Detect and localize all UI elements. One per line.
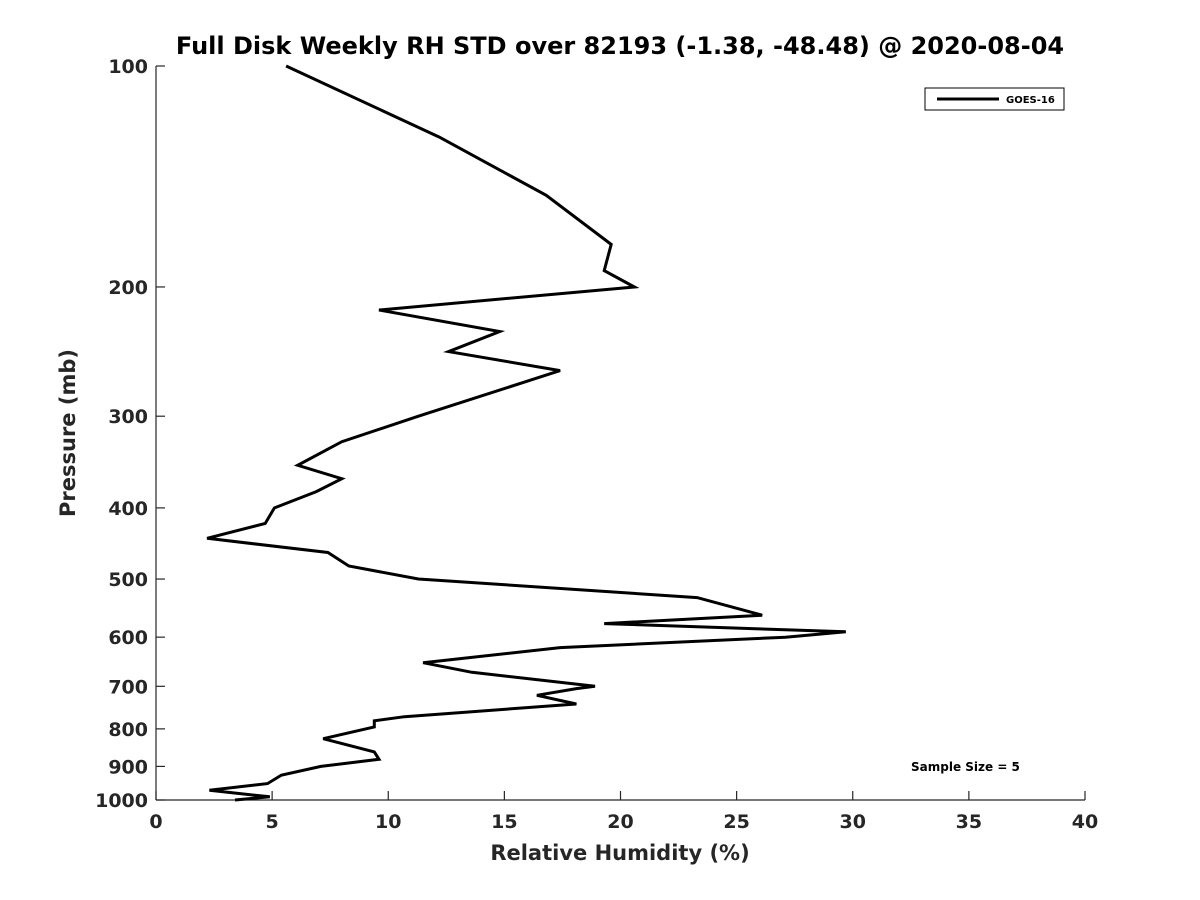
x-tick-label: 30 <box>840 811 866 833</box>
y-tick-label: 1000 <box>95 790 148 812</box>
chart-title: Full Disk Weekly RH STD over 82193 (-1.3… <box>176 32 1064 60</box>
legend: GOES-16 <box>924 87 1065 111</box>
x-tick-label: 20 <box>607 811 633 833</box>
y-tick-label: 500 <box>108 569 148 591</box>
y-tick-label: 900 <box>108 756 148 778</box>
x-tick-label: 35 <box>956 811 982 833</box>
y-tick-label: 700 <box>108 676 148 698</box>
y-axis-label: Pressure (mb) <box>56 349 80 517</box>
x-tick-label: 25 <box>723 811 749 833</box>
series-layer <box>206 64 846 802</box>
sample-size-annotation: Sample Size = 5 <box>911 760 1020 774</box>
axes <box>155 66 1085 801</box>
x-tick-label: 5 <box>266 811 279 833</box>
x-tick-label: 40 <box>1072 811 1098 833</box>
y-tick-label: 300 <box>108 406 148 428</box>
x-ticks: 0 5 10 15 20 25 30 35 40 <box>149 791 1098 833</box>
series-line-goes-16 <box>206 64 846 802</box>
y-tick-label: 800 <box>108 719 148 741</box>
y-ticks: 100 200 300 400 500 600 700 800 900 1000 <box>95 56 165 812</box>
y-tick-label: 400 <box>108 498 148 520</box>
x-tick-label: 10 <box>375 811 401 833</box>
y-tick-label: 200 <box>108 277 148 299</box>
x-axis-label: Relative Humidity (%) <box>490 841 749 865</box>
y-tick-label: 100 <box>108 56 148 78</box>
x-tick-label: 15 <box>491 811 517 833</box>
y-tick-label: 600 <box>108 627 148 649</box>
x-tick-label: 0 <box>149 811 162 833</box>
legend-label-goes-16: GOES-16 <box>1006 95 1055 106</box>
